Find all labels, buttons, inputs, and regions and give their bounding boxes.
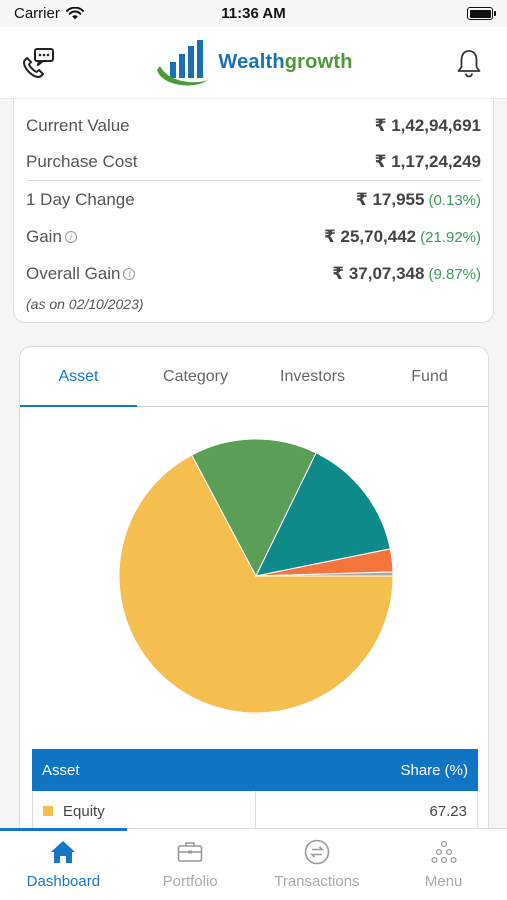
tab-fund[interactable]: Fund (411, 367, 448, 385)
gain-amount: ₹ 25,70,442 (323, 226, 417, 246)
nav-portfolio-label: Portfolio (162, 873, 218, 890)
nav-dashboard-label: Dashboard (26, 873, 101, 890)
allocation-tabs: Asset Category Investors Fund (20, 347, 488, 407)
app-logo: Wealthgrowth (154, 36, 352, 90)
logo-text: Wealthgrowth (218, 51, 352, 74)
gain-row: Gain i ₹ 25,70,442 (21.92%) (26, 218, 481, 255)
exchange-icon (304, 839, 330, 865)
table-row: Equity 67.23 (32, 791, 478, 831)
legend-swatch (43, 806, 53, 816)
day-change-percent: (0.13%) (428, 191, 481, 209)
day-change-amount: ₹ 17,955 (355, 189, 425, 209)
pie-chart-area (20, 407, 488, 747)
table-header: Asset Share (%) (32, 749, 478, 791)
current-value-label: Current Value (26, 115, 130, 135)
status-left: Carrier (14, 5, 84, 22)
tab-asset[interactable]: Asset (20, 347, 137, 407)
current-value-row: Current Value ₹ 1,42,94,691 (26, 107, 481, 144)
asset-name: Equity (63, 802, 105, 820)
nav-menu[interactable]: Menu (380, 829, 507, 900)
asset-cell: Equity (33, 791, 256, 831)
bottom-nav: Dashboard Portfolio Transactions Menu (0, 828, 507, 900)
phone-chat-icon (23, 47, 54, 78)
day-change-label: 1 Day Change (26, 189, 135, 209)
nav-portfolio[interactable]: Portfolio (127, 829, 254, 900)
nav-menu-label: Menu (424, 873, 463, 890)
asset-share-table: Asset Share (%) Equity 67.23 (32, 749, 478, 831)
overall-gain-label: Overall Gain (26, 263, 121, 283)
current-value: ₹ 1,42,94,691 (374, 115, 481, 135)
support-chat-button[interactable] (20, 45, 56, 81)
wifi-icon (65, 7, 84, 20)
overall-gain-row: Overall Gain i ₹ 37,07,348 (9.87%) (26, 255, 481, 292)
tab-investors[interactable]: Investors (280, 367, 345, 385)
allocation-chart-card: Asset Category Investors Fund Asset Shar… (19, 346, 489, 846)
overall-gain-info-icon[interactable]: i (123, 268, 136, 281)
logo-text-main: Wealth (218, 51, 285, 73)
tab-category[interactable]: Category (163, 367, 228, 385)
day-change-row: 1 Day Change ₹ 17,955 (0.13%) (26, 181, 481, 218)
pie-slice-1[interactable] (191, 438, 317, 578)
gain-value: ₹ 25,70,442 (21.92%) (324, 227, 481, 247)
asset-pie-chart (118, 438, 394, 714)
col-asset-header: Asset (42, 761, 80, 779)
overall-gain-label-wrap: Overall Gain i (26, 263, 136, 284)
day-change-value: ₹ 17,955 (0.13%) (356, 190, 481, 210)
logo-text-accent: growth (284, 51, 353, 73)
gain-label: Gain (26, 226, 62, 246)
menu-dots-icon (431, 839, 457, 865)
logo-mark-icon (157, 39, 209, 85)
status-bar: Carrier 11:36 AM (0, 0, 507, 27)
nav-transactions[interactable]: Transactions (254, 829, 381, 900)
bell-icon (457, 49, 481, 77)
briefcase-icon (177, 839, 203, 865)
pie-slice-4[interactable] (255, 571, 394, 577)
pie-slice-2[interactable] (255, 452, 391, 577)
carrier-label: Carrier (14, 5, 60, 22)
home-icon (50, 839, 76, 865)
purchase-cost-value: ₹ 1,17,24,249 (374, 152, 481, 171)
purchase-cost-row: Purchase Cost ₹ 1,17,24,249 (26, 144, 481, 181)
gain-percent: (21.92%) (420, 228, 481, 246)
pie-slice-equity[interactable] (118, 454, 394, 714)
col-share-header: Share (%) (400, 761, 468, 779)
share-cell: 67.23 (429, 802, 467, 820)
gain-info-icon[interactable]: i (64, 231, 77, 244)
overall-gain-amount: ₹ 37,07,348 (332, 263, 425, 283)
purchase-cost-label: Purchase Cost (26, 152, 138, 171)
overall-gain-value: ₹ 37,07,348 (9.87%) (332, 264, 481, 284)
nav-transactions-label: Transactions (274, 873, 360, 890)
notifications-button[interactable] (451, 45, 487, 81)
app-header: Wealthgrowth (0, 27, 507, 99)
nav-dashboard[interactable]: Dashboard (0, 828, 127, 900)
as-on-date: (as on 02/10/2023) (26, 296, 144, 312)
portfolio-summary-card: Current Value ₹ 1,42,94,691 Purchase Cos… (13, 99, 494, 323)
overall-gain-percent: (9.87%) (428, 265, 481, 283)
gain-label-wrap: Gain i (26, 227, 77, 247)
battery-icon (467, 7, 496, 20)
